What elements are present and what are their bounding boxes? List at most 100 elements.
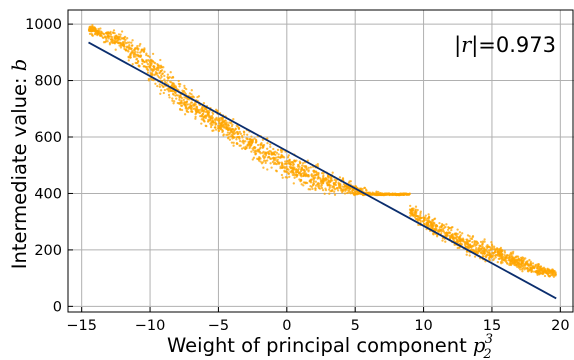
scatter-point	[225, 125, 228, 128]
scatter-point	[299, 172, 302, 176]
scatter-point	[89, 25, 92, 28]
scatter-point	[538, 266, 541, 269]
scatter-point	[159, 64, 163, 67]
scatter-point	[341, 177, 345, 180]
x-tick-label: 15	[483, 318, 501, 334]
scatter-point	[229, 135, 232, 138]
scatter-point	[234, 127, 237, 130]
scatter-point	[302, 184, 305, 187]
scatter-point	[400, 193, 403, 197]
scatter-point	[235, 138, 238, 141]
scatter-point	[316, 162, 319, 166]
scatter-point	[261, 161, 264, 164]
scatter-point	[139, 54, 142, 57]
scatter-point	[411, 211, 414, 214]
scatter-point	[302, 168, 306, 171]
scatter-point	[507, 259, 511, 262]
scatter-point	[140, 48, 144, 51]
scatter-point	[252, 148, 255, 152]
scatter-point	[280, 173, 284, 177]
scatter-point	[210, 114, 214, 118]
scatter-point	[289, 160, 293, 164]
scatter-point	[253, 137, 256, 140]
scatter-point	[267, 152, 270, 155]
scatter-point	[271, 160, 275, 164]
scatter-point	[220, 116, 224, 120]
scatter-point	[498, 249, 501, 253]
scatter-point	[264, 151, 268, 154]
scatter-point	[114, 48, 117, 51]
scatter-point	[278, 161, 281, 164]
scatter-point	[126, 37, 129, 40]
scatter-point	[250, 150, 253, 153]
scatter-point	[473, 239, 476, 243]
scatter-point	[105, 38, 108, 41]
scatter-point	[537, 263, 540, 266]
scatter-point	[113, 38, 117, 42]
scatter-point	[91, 34, 94, 37]
scatter-point	[503, 249, 506, 253]
scatter-point	[541, 272, 544, 276]
scatter-point	[553, 271, 556, 275]
scatter-point	[232, 117, 235, 121]
scatter-point	[131, 50, 135, 54]
scatter-point	[275, 162, 278, 166]
scatter-point	[175, 93, 178, 97]
scatter-point	[314, 180, 318, 183]
scatter-point	[200, 110, 203, 113]
scatter-point	[185, 107, 188, 110]
scatter-point	[291, 167, 294, 171]
y-axis-label: Intermediate value: b	[8, 59, 31, 270]
scatter-point	[445, 223, 448, 226]
scatter-point	[218, 122, 222, 125]
scatter-point	[266, 168, 269, 171]
scatter-point	[146, 54, 150, 58]
scatter-point	[251, 139, 254, 142]
scatter-point	[202, 102, 206, 105]
scatter-point	[328, 186, 331, 189]
scatter-point	[231, 130, 234, 133]
scatter-point	[275, 151, 279, 154]
scatter-point	[475, 243, 478, 247]
scatter-point	[136, 51, 139, 54]
scatter-point	[554, 274, 557, 277]
scatter-point	[291, 163, 295, 167]
scatter-point	[217, 129, 221, 133]
scatter-point	[543, 274, 547, 278]
scatter-point	[101, 32, 105, 35]
scatter-point	[254, 141, 258, 144]
scatter-point	[409, 204, 412, 208]
scatter-point	[287, 168, 290, 171]
scatter-point	[495, 248, 498, 251]
scatter-point	[381, 193, 384, 196]
scatter-point	[171, 99, 174, 102]
scatter-point	[179, 82, 182, 86]
scatter-point	[262, 145, 265, 149]
scatter-point	[515, 260, 519, 263]
scatter-point	[269, 143, 272, 146]
scatter-point	[509, 259, 513, 262]
scatter-point	[224, 123, 228, 126]
scatter-point	[551, 273, 554, 276]
scatter-point	[230, 141, 234, 144]
scatter-point	[427, 213, 430, 216]
scatter-point	[535, 265, 538, 268]
scatter-point	[282, 156, 286, 159]
scatter-point	[456, 232, 459, 236]
scatter-point	[133, 48, 136, 52]
scatter-point	[230, 125, 234, 128]
scatter-point	[214, 128, 218, 131]
scatter-point	[183, 84, 186, 88]
scatter-point	[108, 43, 112, 46]
x-axis-label-var: p	[473, 334, 486, 357]
scatter-point	[240, 134, 244, 138]
scatter-point	[270, 166, 273, 169]
scatter-point	[134, 61, 137, 65]
scatter-point	[447, 225, 450, 229]
scatter-point	[538, 272, 541, 276]
scatter-point	[162, 91, 165, 95]
scatter-point	[425, 221, 428, 225]
scatter-point	[93, 27, 97, 30]
scatter-point	[455, 234, 458, 238]
